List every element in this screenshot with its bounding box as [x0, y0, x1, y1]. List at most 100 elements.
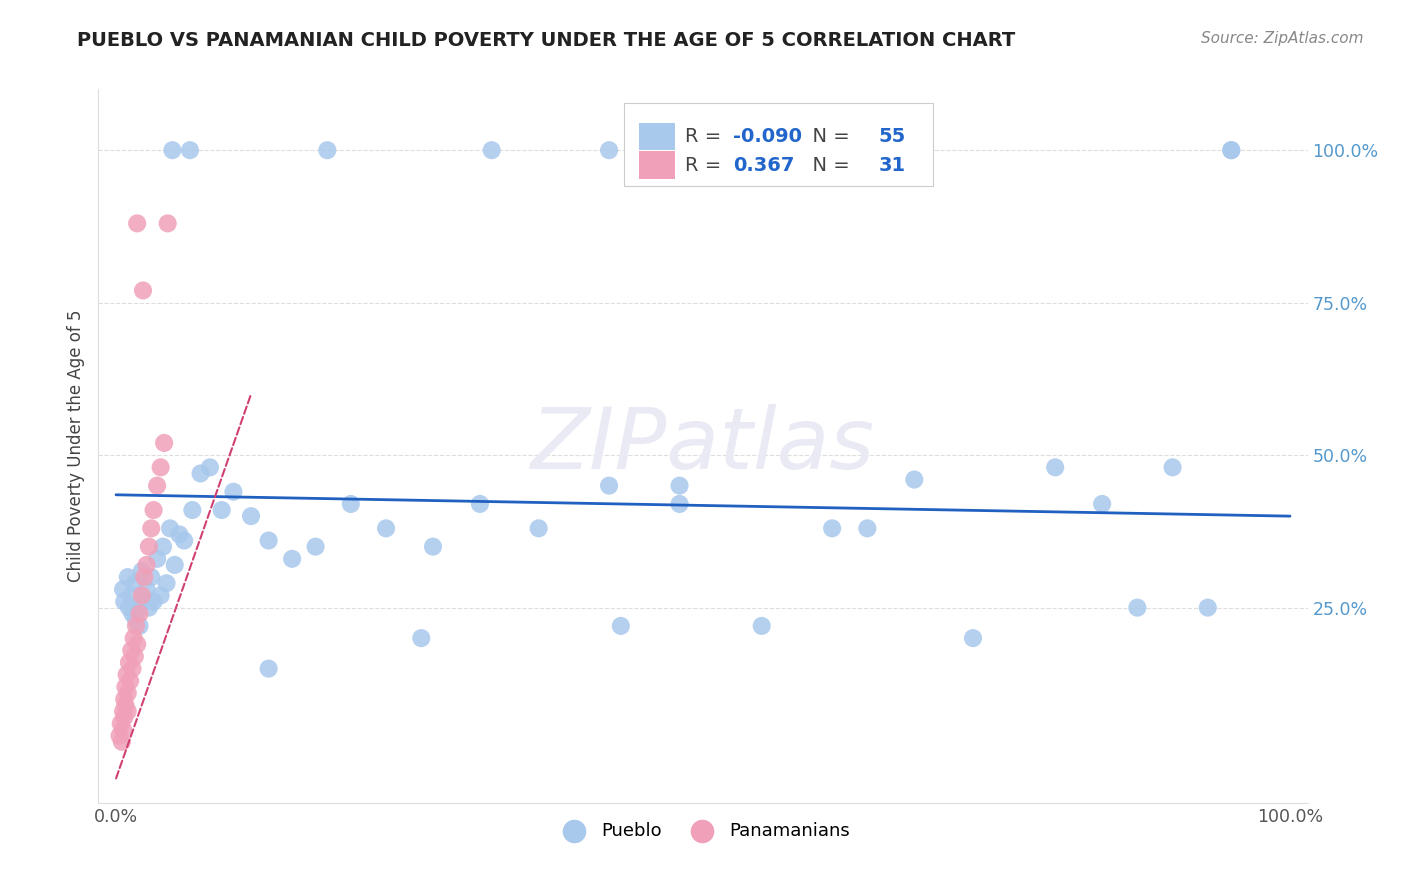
Text: Source: ZipAtlas.com: Source: ZipAtlas.com	[1201, 31, 1364, 46]
Point	[1220, 143, 1243, 157]
Point	[152, 540, 174, 554]
Point	[1043, 460, 1066, 475]
Point	[121, 607, 143, 621]
Text: PUEBLO VS PANAMANIAN CHILD POVERTY UNDER THE AGE OF 5 CORRELATION CHART: PUEBLO VS PANAMANIAN CHILD POVERTY UNDER…	[77, 31, 1015, 50]
Point	[135, 582, 157, 597]
Point	[422, 540, 444, 554]
Point	[131, 589, 153, 603]
Point	[668, 497, 690, 511]
Point	[110, 716, 132, 731]
Point	[1161, 460, 1184, 475]
Point	[179, 143, 201, 157]
Point	[240, 509, 263, 524]
Point	[120, 643, 142, 657]
Point	[821, 521, 844, 535]
Point	[134, 570, 156, 584]
Point	[281, 551, 304, 566]
Point	[120, 589, 142, 603]
Point	[112, 594, 135, 608]
Point	[117, 570, 139, 584]
Point	[118, 600, 141, 615]
Point	[117, 704, 139, 718]
Point	[375, 521, 398, 535]
Point	[121, 662, 143, 676]
Point	[153, 436, 176, 450]
Point	[112, 723, 135, 737]
Point	[125, 619, 148, 633]
Point	[120, 673, 142, 688]
Point	[112, 582, 135, 597]
Text: R =: R =	[685, 155, 727, 175]
Point	[149, 589, 172, 603]
Point	[657, 143, 679, 157]
Point	[111, 735, 134, 749]
Point	[127, 600, 149, 615]
Point	[257, 533, 280, 548]
Point	[149, 460, 172, 475]
Bar	[638, 123, 675, 150]
Point	[122, 631, 145, 645]
Point	[340, 497, 363, 511]
Point	[211, 503, 233, 517]
Point	[610, 619, 633, 633]
Point	[132, 284, 155, 298]
Point	[108, 729, 131, 743]
Point	[668, 478, 690, 492]
Point	[198, 460, 221, 475]
Point	[134, 594, 156, 608]
Point	[115, 667, 138, 681]
Text: R =: R =	[685, 127, 727, 145]
Point	[155, 576, 177, 591]
Point	[162, 143, 184, 157]
Point	[142, 594, 165, 608]
Point	[112, 704, 135, 718]
Point	[304, 540, 326, 554]
Point	[114, 698, 136, 713]
Point	[117, 686, 139, 700]
Point	[112, 692, 135, 706]
Text: N =: N =	[800, 127, 856, 145]
Point	[598, 478, 620, 492]
Point	[598, 143, 620, 157]
Point	[124, 649, 146, 664]
Point	[173, 533, 195, 548]
Point	[156, 216, 179, 230]
Point	[169, 527, 191, 541]
Point	[468, 497, 491, 511]
Point	[1126, 600, 1149, 615]
Point	[962, 631, 984, 645]
Point	[856, 521, 879, 535]
Point	[138, 540, 160, 554]
Text: 31: 31	[879, 155, 905, 175]
Point	[114, 680, 136, 694]
Point	[316, 143, 339, 157]
Point	[124, 576, 146, 591]
Point	[138, 600, 160, 615]
Point	[159, 521, 181, 535]
Text: 0.367: 0.367	[734, 155, 794, 175]
Point	[1220, 143, 1243, 157]
Text: N =: N =	[800, 155, 856, 175]
Point	[142, 503, 165, 517]
Point	[527, 521, 550, 535]
Point	[257, 662, 280, 676]
Text: ZIPatlas: ZIPatlas	[531, 404, 875, 488]
Point	[411, 631, 433, 645]
Point	[146, 478, 169, 492]
Point	[125, 613, 148, 627]
Point	[1197, 600, 1219, 615]
Y-axis label: Child Poverty Under the Age of 5: Child Poverty Under the Age of 5	[67, 310, 86, 582]
Point	[128, 619, 150, 633]
Point	[131, 564, 153, 578]
Point	[135, 558, 157, 572]
Point	[141, 570, 163, 584]
Point	[181, 503, 204, 517]
Point	[127, 637, 149, 651]
FancyBboxPatch shape	[624, 103, 932, 186]
Point	[163, 558, 186, 572]
Point	[127, 216, 149, 230]
Point	[141, 521, 163, 535]
Point	[481, 143, 503, 157]
Point	[146, 551, 169, 566]
Bar	[638, 152, 675, 178]
